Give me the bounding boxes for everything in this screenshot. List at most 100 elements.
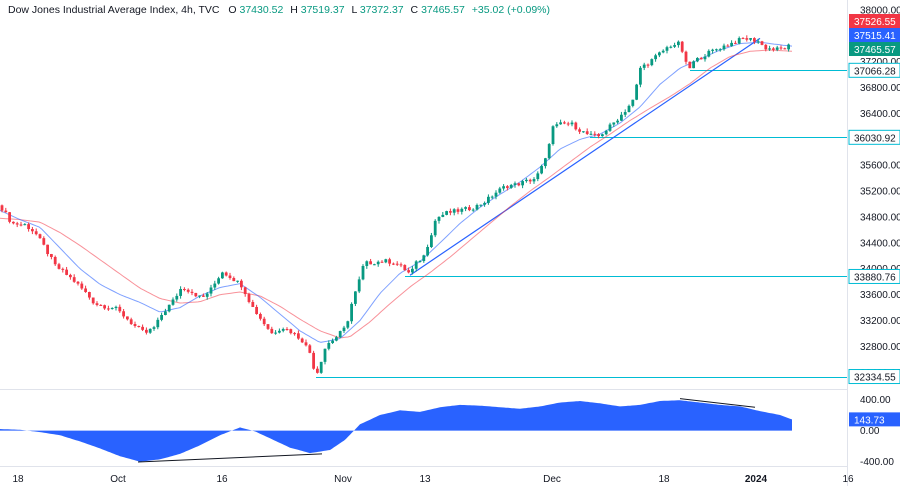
- candle: [4, 207, 8, 213]
- high-value: 37519.37: [301, 4, 345, 16]
- candle-body: [620, 114, 623, 121]
- candle: [658, 51, 661, 58]
- candle: [281, 327, 285, 333]
- candle: [57, 262, 61, 270]
- candle-body: [293, 333, 296, 335]
- candle: [27, 222, 30, 232]
- candle-body: [601, 134, 604, 137]
- candle: [175, 293, 179, 302]
- candle-body: [726, 45, 730, 47]
- price-badge: 37465.57: [849, 42, 900, 56]
- candle: [179, 286, 182, 299]
- candle: [160, 312, 163, 322]
- candle: [369, 258, 372, 265]
- candle: [479, 204, 483, 208]
- candle: [202, 293, 205, 297]
- candle-body: [316, 368, 319, 373]
- level-badge-text: 33880.76: [854, 272, 896, 283]
- candle: [741, 37, 745, 40]
- candle-body: [684, 51, 688, 62]
- candle-body: [506, 186, 509, 188]
- candle-body: [266, 324, 270, 329]
- candle-body: [468, 207, 471, 211]
- candle-body: [665, 47, 669, 51]
- candle: [737, 36, 741, 45]
- candle: [570, 120, 574, 127]
- candle-body: [464, 207, 467, 209]
- candle-body: [536, 173, 540, 180]
- candle-body: [707, 50, 711, 57]
- candle: [418, 260, 422, 263]
- candle: [593, 131, 597, 137]
- candle-body: [80, 283, 84, 289]
- candle-body: [103, 305, 106, 309]
- candle-body: [680, 41, 684, 52]
- candle: [224, 271, 228, 277]
- candle-body: [692, 61, 695, 69]
- svg-text:Dow Jones Industrial Average I: Dow Jones Industrial Average Index, 4h, …: [8, 4, 550, 16]
- candle: [171, 297, 175, 306]
- candle: [338, 330, 342, 339]
- candle-body: [15, 223, 19, 225]
- candle: [707, 49, 711, 58]
- candle: [734, 40, 737, 45]
- candle-body: [4, 210, 8, 213]
- candle-body: [354, 291, 357, 304]
- close-label: C: [411, 4, 419, 16]
- candle: [0, 204, 4, 213]
- candle: [468, 204, 471, 212]
- candle: [99, 304, 103, 306]
- time-axis-tick: 16: [842, 474, 854, 485]
- candle-body: [547, 144, 551, 159]
- candle: [141, 324, 144, 332]
- candle: [129, 317, 133, 326]
- candle-body: [65, 269, 68, 275]
- candle: [274, 330, 277, 335]
- candle: [304, 339, 308, 347]
- candle: [167, 304, 171, 313]
- candle-body: [483, 202, 486, 205]
- candle: [559, 119, 562, 125]
- candle: [422, 254, 426, 263]
- candle-body: [658, 52, 661, 56]
- candle-body: [190, 291, 194, 293]
- candle-body: [449, 211, 452, 213]
- level-badge: 37066.28: [848, 62, 900, 78]
- candle: [464, 206, 467, 212]
- candle-body: [635, 84, 638, 100]
- candle: [259, 312, 262, 321]
- candle-body: [673, 45, 676, 47]
- candle-body: [570, 122, 574, 125]
- candle: [475, 203, 479, 211]
- fast-moving-average-line: [0, 41, 793, 343]
- candle: [380, 260, 384, 263]
- candle: [768, 45, 771, 51]
- candle-body: [696, 57, 699, 62]
- time-axis-tick: 18: [12, 474, 24, 485]
- chart-legend: Dow Jones Industrial Average Index, 4h, …: [8, 4, 550, 16]
- candle: [547, 143, 551, 160]
- low-value: 37372.37: [360, 4, 404, 16]
- candle: [715, 48, 718, 52]
- candle: [300, 337, 304, 344]
- candle: [69, 273, 72, 280]
- candle: [604, 129, 608, 136]
- candle: [642, 62, 646, 71]
- candle: [137, 325, 141, 328]
- candle: [186, 288, 190, 294]
- candle: [536, 171, 540, 182]
- open-value: 37430.52: [240, 4, 284, 16]
- candle-body: [213, 283, 217, 288]
- candle: [107, 305, 110, 311]
- candle: [19, 221, 23, 227]
- candle: [665, 45, 669, 54]
- candle-body: [217, 278, 220, 284]
- candle: [61, 267, 65, 273]
- candle-body: [53, 256, 57, 265]
- candle-body: [270, 328, 274, 334]
- candle-body: [764, 44, 768, 50]
- candle: [585, 128, 589, 136]
- candle: [483, 201, 486, 207]
- candle-body: [612, 122, 616, 125]
